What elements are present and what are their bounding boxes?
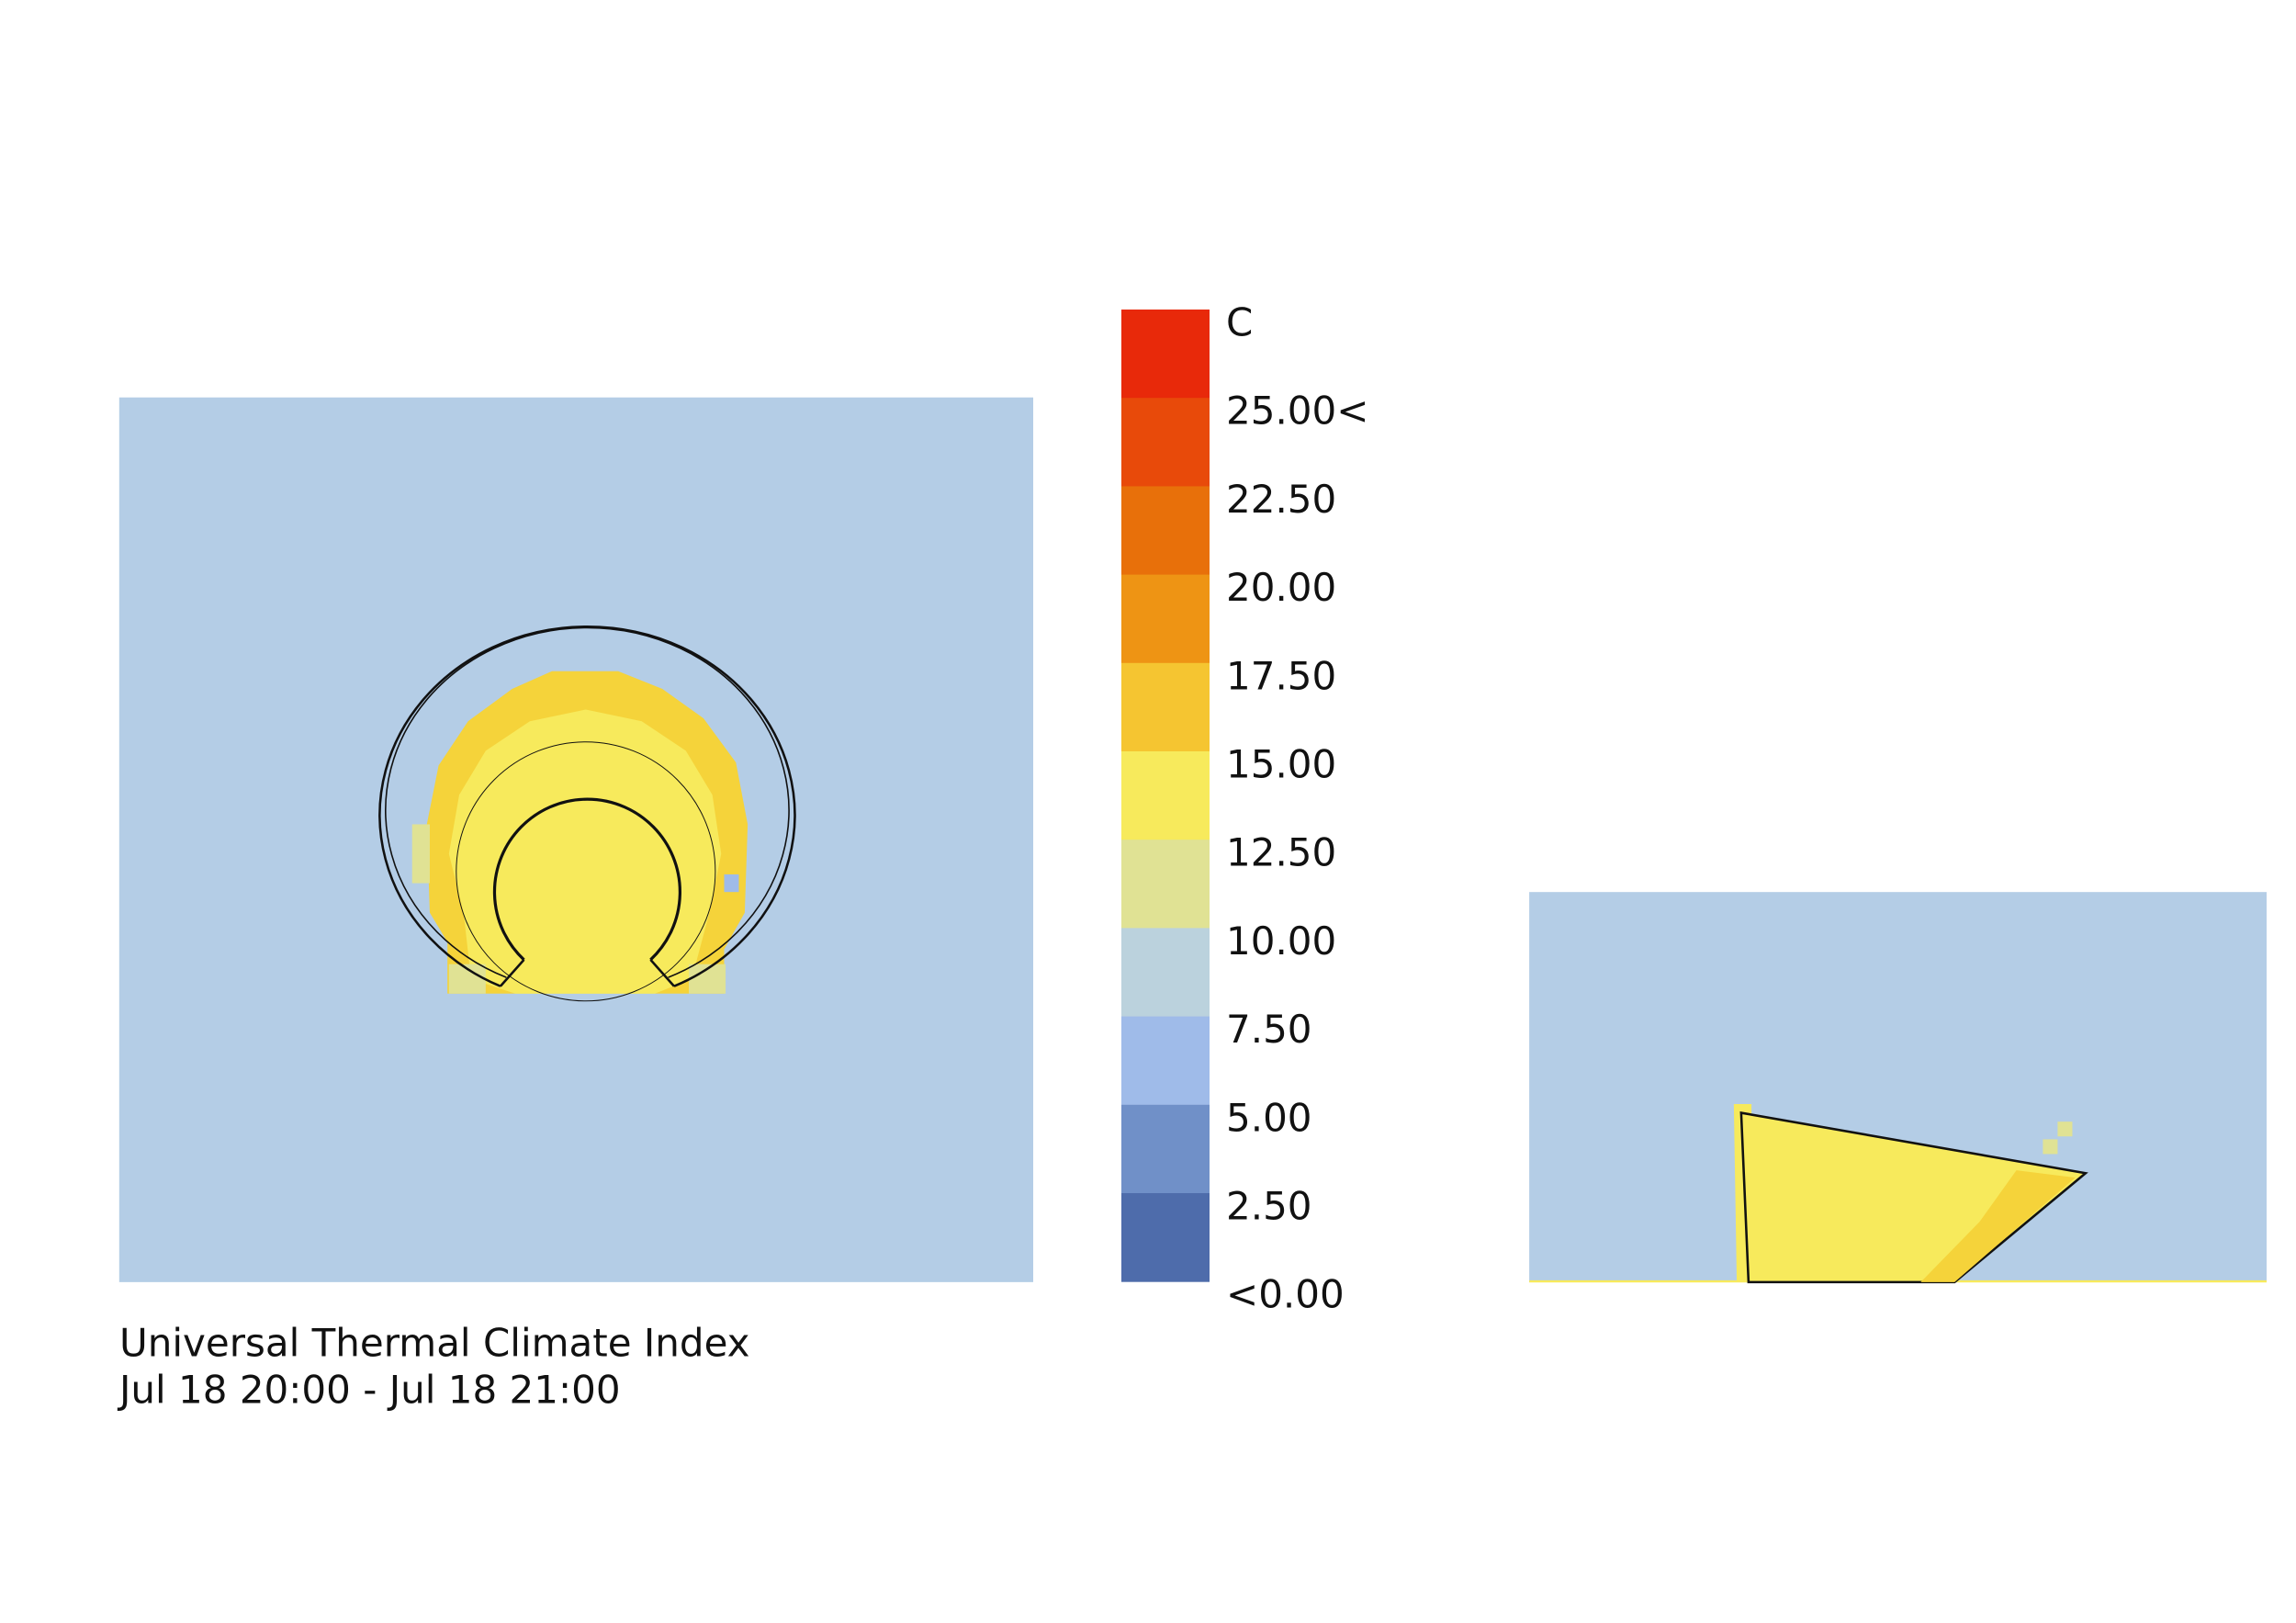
plan-view — [118, 397, 1034, 1282]
legend-swatch — [1121, 840, 1210, 929]
legend-label: 20.00 — [1226, 565, 1336, 610]
outline — [456, 741, 716, 1002]
warm-zone — [1920, 1170, 2076, 1282]
legend-unit: C — [1226, 300, 1253, 345]
section-view — [1529, 892, 2268, 1284]
legend-label: 7.50 — [1226, 1007, 1312, 1052]
legend-swatch — [1121, 1016, 1210, 1106]
legend-label: 25.00< — [1226, 389, 1368, 434]
outline — [492, 797, 682, 962]
outline — [499, 959, 675, 987]
legend-label: 22.50 — [1226, 477, 1336, 522]
cool-cell — [2043, 1139, 2058, 1155]
legend-swatch — [1121, 398, 1210, 487]
legend-label: 10.00 — [1226, 919, 1336, 964]
legend-swatch — [1121, 486, 1210, 576]
legend-swatch — [1121, 1104, 1210, 1194]
legend-swatch — [1121, 662, 1210, 752]
legend-label: 2.50 — [1226, 1184, 1312, 1229]
outline — [385, 626, 790, 978]
legend-swatch — [1121, 574, 1210, 664]
legend-swatch — [1121, 928, 1210, 1018]
legend-label: 15.00 — [1226, 742, 1336, 787]
legend-label: <0.00 — [1226, 1272, 1345, 1317]
caption-title: Universal Thermal Climate Index — [119, 1321, 750, 1366]
cool-cell — [2057, 1121, 2073, 1137]
caption-period: Jul 18 20:00 - Jul 18 21:00 — [117, 1368, 621, 1413]
legend-swatch — [1121, 310, 1210, 399]
mild-zone — [448, 709, 722, 994]
legend-swatch — [1121, 1193, 1210, 1282]
legend-label: 12.50 — [1226, 830, 1336, 875]
legend-label: 17.50 — [1226, 653, 1336, 698]
legend-label: 5.00 — [1226, 1095, 1312, 1140]
cool-cell — [724, 873, 739, 893]
outline — [378, 626, 796, 987]
cool-cell — [411, 824, 430, 884]
mild-zone — [514, 927, 656, 994]
legend-swatch — [1121, 751, 1210, 840]
